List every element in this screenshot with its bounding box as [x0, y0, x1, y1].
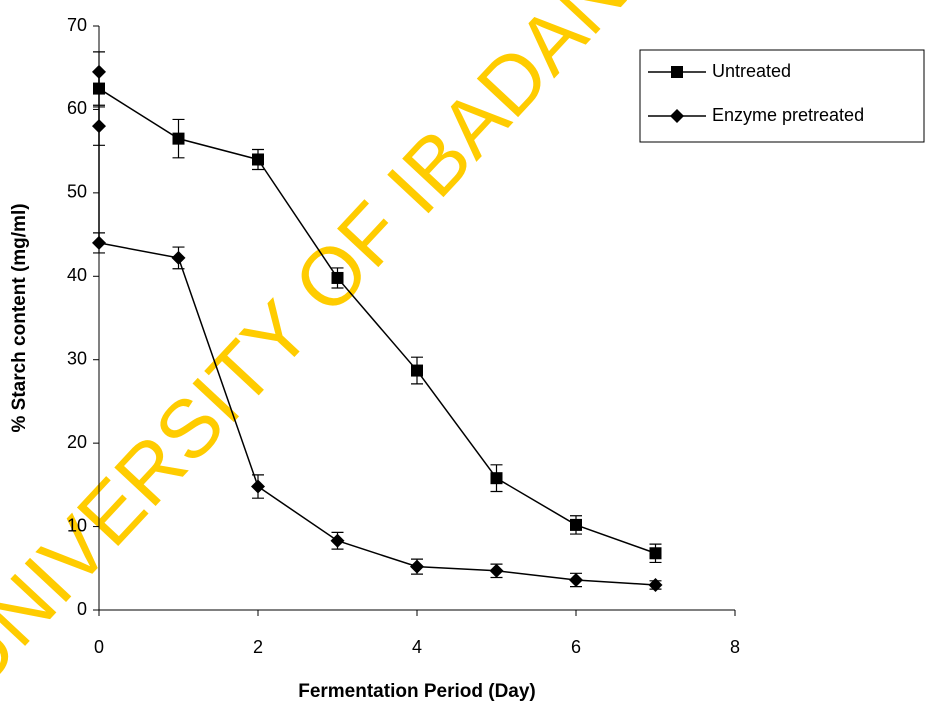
marker: [330, 533, 345, 548]
y-tick-label: 50: [67, 182, 87, 202]
y-axis-title: % Starch content (mg/ml): [9, 203, 30, 432]
y-tick-label: 20: [67, 432, 87, 452]
marker: [331, 271, 344, 284]
x-tick-label: 2: [253, 637, 263, 657]
x-tick-label: 4: [412, 637, 422, 657]
marker: [92, 119, 106, 134]
legend-label: Untreated: [712, 61, 791, 81]
marker: [648, 577, 663, 592]
y-tick-label: 0: [77, 599, 87, 619]
marker: [569, 572, 583, 587]
watermark: UNIVERSITY OF IBADAN: [0, 0, 645, 706]
x-tick-label: 6: [571, 637, 581, 657]
marker: [410, 559, 424, 574]
y-tick-label: 10: [67, 515, 87, 535]
x-axis-title: Fermentation Period (Day): [298, 681, 536, 702]
y-tick-label: 60: [67, 98, 87, 118]
marker: [171, 250, 186, 265]
marker: [489, 563, 504, 578]
marker: [570, 518, 582, 531]
marker: [252, 153, 264, 166]
marker: [92, 64, 106, 79]
marker: [670, 109, 684, 123]
x-tick-label: 0: [94, 637, 104, 657]
y-tick-label: 40: [67, 265, 87, 285]
marker: [251, 479, 265, 494]
series-line: [98, 71, 656, 586]
y-tick-label: 70: [67, 15, 87, 35]
marker: [411, 364, 423, 377]
marker: [649, 547, 662, 560]
y-tick-label: 30: [67, 348, 87, 368]
series-line: [98, 87, 656, 554]
marker: [172, 132, 185, 145]
legend-box: [639, 49, 925, 143]
marker: [671, 66, 683, 78]
marker: [92, 235, 106, 250]
legend-label: Enzyme pretreated: [712, 105, 864, 125]
x-tick-label: 8: [730, 637, 740, 657]
marker: [490, 472, 503, 485]
